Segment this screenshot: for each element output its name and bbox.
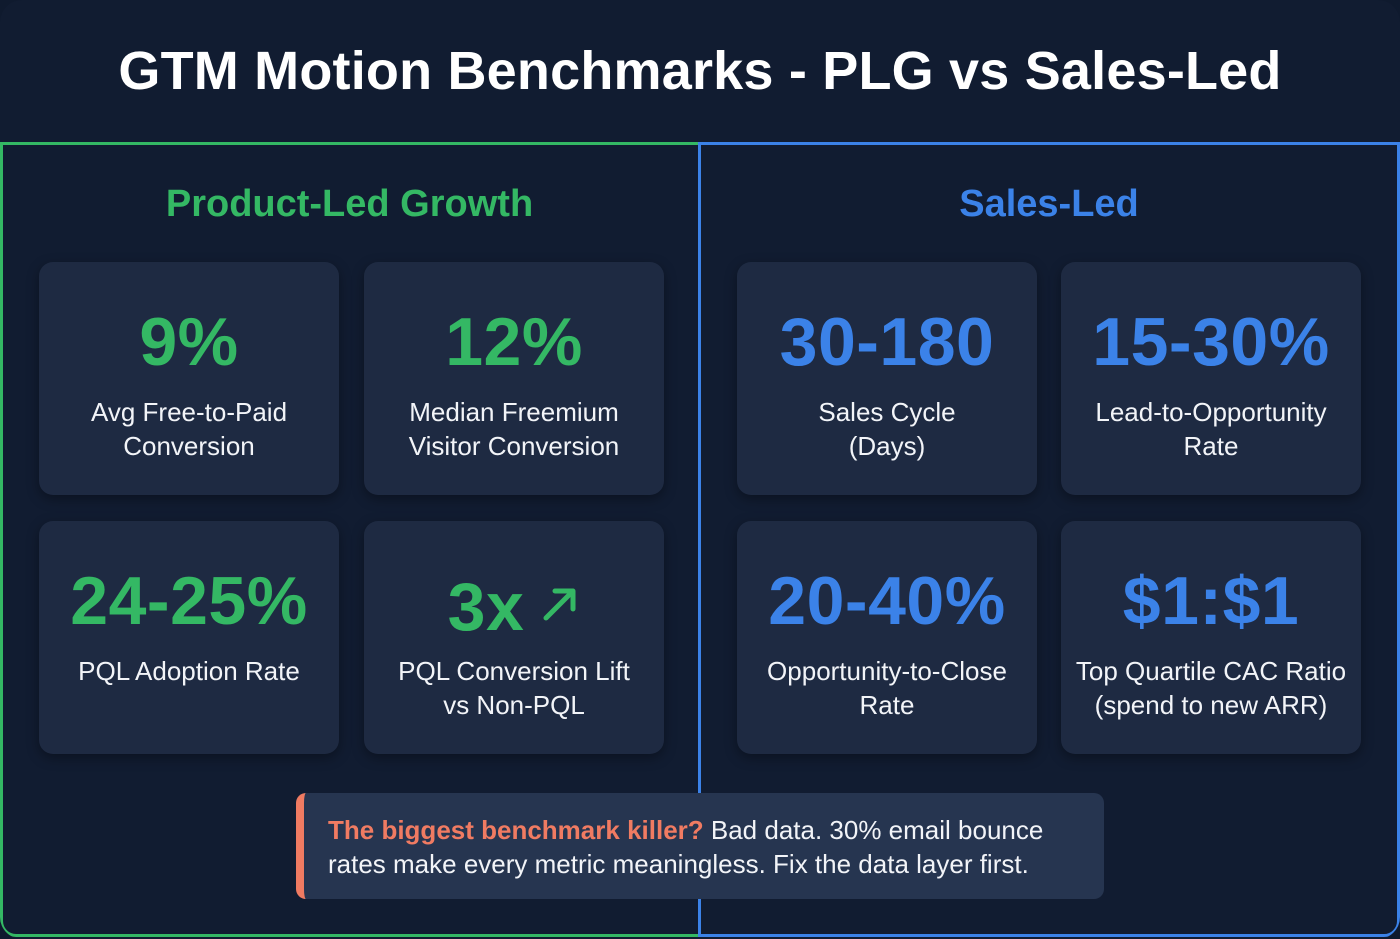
bad-data-callout: The biggest benchmark killer? Bad data. …	[296, 793, 1104, 899]
plg-heading: Product-Led Growth	[165, 183, 534, 225]
plg-panel: Product-Led Growth 9% Avg Free-to-Paid C…	[0, 142, 700, 937]
sales-led-panel: Sales-Led 30-180 Sales Cycle (Days) 15-3…	[698, 142, 1400, 937]
callout-text: rates make every metric meaningless. Fix…	[328, 849, 1029, 879]
page-title: GTM Motion Benchmarks - PLG vs Sales-Led	[118, 41, 1282, 101]
metric-label-line: Rate	[859, 690, 915, 720]
metric-label: Top Quartile CAC Ratio (spend to new ARR…	[1061, 654, 1361, 722]
metric-card-pql-lift: 3x PQL Conversion Lift vs Non-PQL	[364, 521, 664, 754]
metric-card-free-to-paid: 9% Avg Free-to-Paid Conversion	[39, 262, 339, 495]
metric-label-line: (spend to new ARR)	[1094, 690, 1328, 720]
metric-label: Opportunity-to-Close Rate	[737, 654, 1037, 722]
metric-label: Lead-to-Opportunity Rate	[1061, 395, 1361, 463]
metric-label: PQL Conversion Lift vs Non-PQL	[364, 654, 664, 722]
metric-label: Sales Cycle (Days)	[737, 395, 1037, 463]
sales-led-heading: Sales-Led	[959, 183, 1139, 225]
metric-value: $1:$1	[1122, 563, 1300, 639]
metric-card-sales-cycle: 30-180 Sales Cycle (Days)	[737, 262, 1037, 495]
metric-label: Median Freemium Visitor Conversion	[364, 395, 664, 463]
metric-label-line: Sales Cycle	[818, 397, 956, 427]
callout-text: Bad data. 30% email bounce	[703, 815, 1044, 845]
metric-label-line: Top Quartile CAC Ratio	[1075, 656, 1347, 686]
arrow-up-right-icon	[540, 561, 580, 641]
metric-label-line: Rate	[1183, 431, 1239, 461]
metric-value: 12%	[445, 304, 583, 380]
metric-card-cac-ratio: $1:$1 Top Quartile CAC Ratio (spend to n…	[1061, 521, 1361, 754]
metric-card-opportunity-to-close: 20-40% Opportunity-to-Close Rate	[737, 521, 1037, 754]
metric-label-line: PQL Adoption Rate	[78, 656, 300, 686]
metric-label-line: (Days)	[848, 431, 926, 461]
metric-value: 20-40%	[768, 563, 1006, 639]
metric-value: 3x	[447, 569, 525, 645]
metric-label-line: Median Freemium	[409, 397, 619, 427]
callout-highlight: The biggest benchmark killer?	[328, 815, 704, 845]
metric-label-line: Lead-to-Opportunity	[1095, 397, 1327, 427]
metric-label-line: Visitor Conversion	[408, 431, 620, 461]
metric-value: 15-30%	[1092, 304, 1330, 380]
metric-value-row: 3x	[364, 561, 664, 647]
metric-label-line: vs Non-PQL	[443, 690, 585, 720]
metric-value: 24-25%	[70, 563, 308, 639]
metric-value: 30-180	[779, 304, 995, 380]
metric-label-line: Conversion	[123, 431, 255, 461]
metric-label-line: Avg Free-to-Paid	[90, 397, 288, 427]
metric-label: Avg Free-to-Paid Conversion	[39, 395, 339, 463]
metric-value: 9%	[139, 304, 239, 380]
metric-label-line: Opportunity-to-Close	[767, 656, 1007, 686]
metric-label-line: PQL Conversion Lift	[398, 656, 630, 686]
metric-card-pql-adoption: 24-25% PQL Adoption Rate	[39, 521, 339, 754]
metric-label: PQL Adoption Rate	[39, 654, 339, 688]
metric-card-freemium-visitor: 12% Median Freemium Visitor Conversion	[364, 262, 664, 495]
metric-card-lead-to-opportunity: 15-30% Lead-to-Opportunity Rate	[1061, 262, 1361, 495]
